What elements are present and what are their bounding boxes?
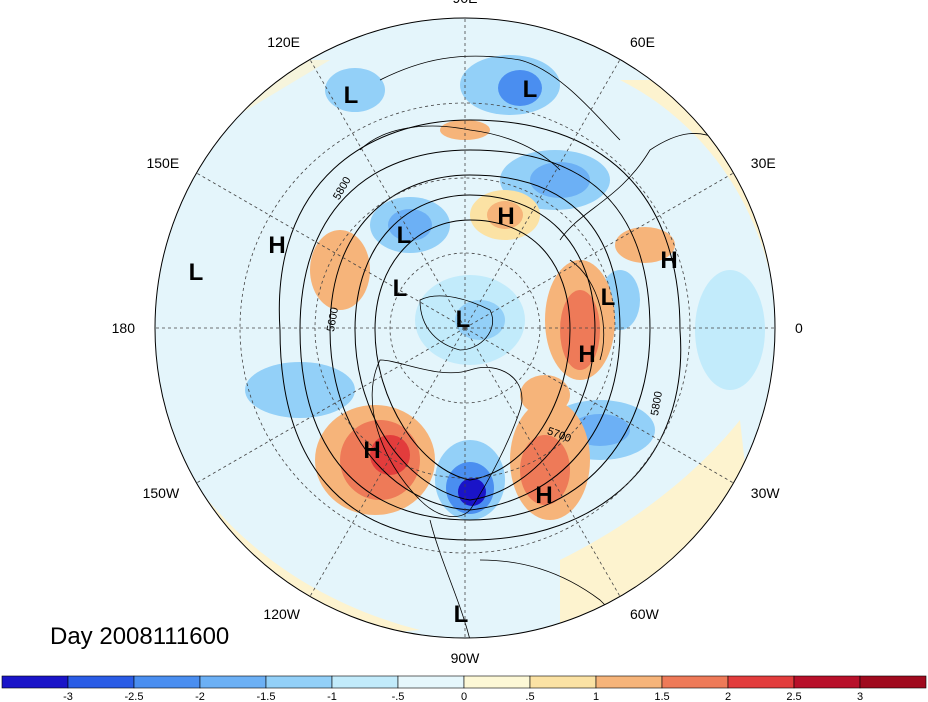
colorbar-swatch bbox=[331, 675, 399, 689]
longitude-label: 30E bbox=[751, 155, 776, 171]
longitude-label: 30W bbox=[751, 485, 781, 501]
colorbar-tick-label: -1 bbox=[327, 691, 337, 702]
pressure-center-labels: L L L H H L L L H L H H L H L bbox=[189, 76, 678, 628]
colorbar-swatch bbox=[67, 675, 135, 689]
meridian-line bbox=[309, 59, 466, 329]
colorbar-swatch bbox=[133, 675, 201, 689]
colorbar-tick-label: -1.5 bbox=[257, 691, 276, 702]
colorbar-swatch bbox=[397, 675, 465, 689]
colorbar-tick-label: 1 bbox=[593, 691, 599, 702]
colorbar-tick-label: -2 bbox=[195, 691, 205, 702]
colorbar-tick-label: -3 bbox=[63, 691, 73, 702]
longitude-label: 150W bbox=[143, 485, 180, 501]
longitude-label: 60E bbox=[630, 34, 655, 50]
longitude-label: 120W bbox=[263, 606, 300, 622]
pressure-center: H bbox=[578, 341, 595, 368]
pressure-center: H bbox=[363, 437, 380, 464]
pressure-center: L bbox=[523, 76, 538, 103]
coastlines bbox=[359, 55, 721, 638]
pressure-center: H bbox=[268, 232, 285, 259]
longitude-label: 180 bbox=[112, 320, 136, 336]
pressure-center: H bbox=[497, 203, 514, 230]
pressure-center: L bbox=[454, 601, 469, 628]
colorbar-swatch bbox=[199, 675, 267, 689]
map-border bbox=[154, 17, 776, 639]
contour-label: 5800 bbox=[649, 390, 665, 416]
pressure-center: H bbox=[660, 247, 677, 274]
meridian-line bbox=[196, 327, 466, 484]
pressure-center: L bbox=[189, 259, 204, 286]
colorbar-swatch bbox=[859, 675, 927, 689]
colorbar-tick-label: -.5 bbox=[392, 691, 405, 702]
colorbar-swatch bbox=[1, 675, 69, 689]
pressure-center: L bbox=[601, 284, 616, 311]
longitude-label: 90W bbox=[451, 650, 481, 666]
colorbar-tick-label: 1.5 bbox=[654, 691, 669, 702]
colorbar-tick-label: 0 bbox=[461, 691, 467, 702]
meridian-line bbox=[464, 327, 734, 484]
colorbar-tick-label: 2 bbox=[725, 691, 731, 702]
longitude-label: 0 bbox=[795, 320, 803, 336]
meridian-line bbox=[464, 59, 621, 329]
pressure-center: L bbox=[344, 82, 359, 109]
longitude-label: 150E bbox=[146, 155, 179, 171]
contour-label: 5600 bbox=[325, 306, 341, 332]
longitude-labels: 90E 60E 30E 0 30W 60W 90W 120W 150W 180 150E 120E bbox=[112, 0, 803, 666]
longitude-label: 60W bbox=[630, 606, 660, 622]
longitude-label: 90E bbox=[453, 0, 478, 6]
meridian-line bbox=[196, 172, 466, 329]
colorbar-swatch bbox=[793, 675, 861, 689]
colorbar-swatch bbox=[463, 675, 531, 689]
pressure-center: H bbox=[535, 482, 552, 509]
colorbar-swatch bbox=[727, 675, 795, 689]
graticule bbox=[155, 18, 775, 638]
meridian-line bbox=[309, 327, 466, 597]
colorbar-tick-label: 3 bbox=[857, 691, 863, 702]
colorbar-swatch bbox=[529, 675, 597, 689]
colorbar-swatch bbox=[595, 675, 663, 689]
colorbar-swatch bbox=[265, 675, 333, 689]
pressure-center: L bbox=[393, 275, 408, 302]
plot-title: Day 2008111600 bbox=[50, 623, 229, 650]
colorbar-swatch bbox=[661, 675, 729, 689]
pressure-center: L bbox=[456, 306, 471, 333]
pressure-center: L bbox=[397, 222, 412, 249]
colorbar-tick-label: .5 bbox=[525, 691, 534, 702]
meridian-line bbox=[464, 172, 734, 329]
meridian-line bbox=[464, 327, 621, 597]
longitude-label: 120E bbox=[267, 34, 300, 50]
height-contours bbox=[278, 119, 682, 541]
colorbar-tick-label: 2.5 bbox=[786, 691, 801, 702]
colorbar-tick-label: -2.5 bbox=[125, 691, 144, 702]
colorbar: -3 -2.5 -2 -1.5 -1 -.5 0 .5 1 1.5 2 2.5 3 bbox=[1, 675, 927, 702]
